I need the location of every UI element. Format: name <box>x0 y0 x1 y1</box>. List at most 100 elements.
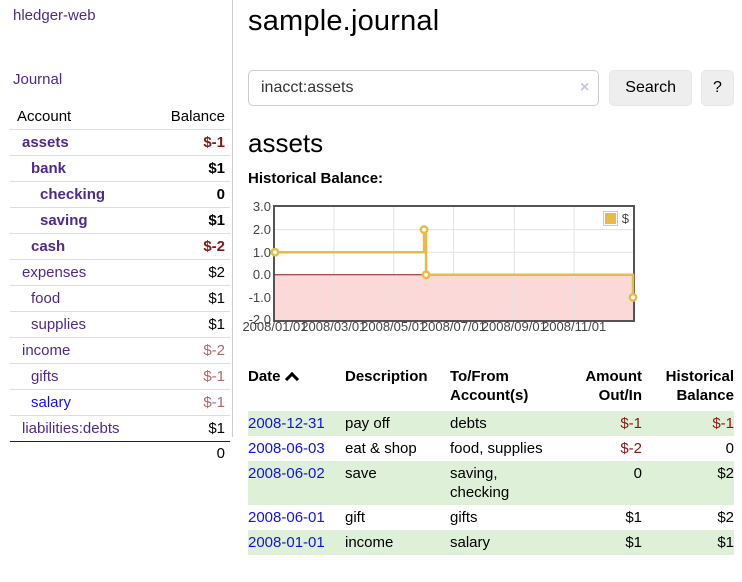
account-row: checking 0 <box>10 181 230 208</box>
register-amount: $1 <box>625 509 642 527</box>
account-row: assets $-1 <box>10 129 230 156</box>
account-link[interactable]: assets <box>22 134 69 151</box>
account-row: salary $-1 <box>10 389 230 416</box>
main-content: sample.journal × Search ? assets Histori… <box>242 0 734 556</box>
register-date-link[interactable]: 2008-06-02 <box>248 465 325 483</box>
description-column-header: Description <box>345 368 428 386</box>
x-axis-tick-label: 2008/05/01 <box>361 319 427 335</box>
register-description: pay off <box>345 411 450 437</box>
register-accounts: salary <box>450 530 569 556</box>
account-balance: $-1 <box>152 129 230 156</box>
help-button[interactable]: ? <box>701 69 734 106</box>
account-balance: $-2 <box>152 337 230 364</box>
account-balance: 0 <box>152 181 230 208</box>
account-link[interactable]: supplies <box>31 316 87 333</box>
search-button[interactable]: Search <box>609 69 692 106</box>
register-description: eat & shop <box>345 440 417 458</box>
chart-title: Historical Balance: <box>248 170 384 188</box>
register-balance: 0 <box>725 440 734 458</box>
x-axis-tick-label: 2008/11/01 <box>542 319 607 335</box>
account-balance: $-1 <box>152 389 230 416</box>
y-axis-tick-label: -1.0 <box>248 289 271 305</box>
account-row: expenses $2 <box>10 259 230 286</box>
y-axis-tick-label: 2.0 <box>252 222 271 238</box>
account-balance: $-1 <box>152 363 230 390</box>
legend-label: $ <box>621 211 629 227</box>
account-row: saving $1 <box>10 207 230 234</box>
account-row: gifts $-1 <box>10 363 230 390</box>
chart-legend: $ <box>601 210 630 228</box>
account-link[interactable]: checking <box>40 186 106 203</box>
accounts-total: 0 <box>152 441 230 466</box>
register-amount: $1 <box>569 530 642 556</box>
account-balance: $1 <box>152 207 230 234</box>
balance-column-header: Balance <box>170 108 225 125</box>
account-link[interactable]: expenses <box>22 264 87 281</box>
account-link[interactable]: food <box>31 290 61 307</box>
search-input[interactable] <box>248 69 600 106</box>
x-axis-tick-label: 2008/07/01 <box>420 319 487 335</box>
register-date-link[interactable]: 2008-06-03 <box>248 440 325 458</box>
register-accounts: food, supplies <box>450 440 543 458</box>
register-balance: $1 <box>642 530 734 556</box>
account-link[interactable]: income <box>22 342 71 359</box>
x-axis-tick-label: 2008/01/01 <box>242 319 308 335</box>
legend-swatch-icon <box>602 211 618 227</box>
account-link[interactable]: bank <box>31 160 67 177</box>
register-balance: $2 <box>642 461 734 506</box>
y-axis-tick-label: 1.0 <box>252 244 271 260</box>
account-balance: $1 <box>152 415 230 442</box>
register-description: save <box>345 461 450 506</box>
register-balance: $-1 <box>642 411 734 437</box>
sidebar-item-journal[interactable]: Journal <box>13 71 63 88</box>
clear-search-icon[interactable]: × <box>579 78 590 96</box>
account-heading: assets <box>248 127 324 158</box>
account-column-header: Account <box>17 108 72 125</box>
account-balance: $1 <box>152 155 230 182</box>
account-balance: $2 <box>152 259 230 286</box>
account-link[interactable]: salary <box>31 394 72 411</box>
accounts-total-row: 0 <box>10 441 230 466</box>
accounts-header-row: Account Balance <box>10 105 230 130</box>
chart-canvas <box>270 207 638 321</box>
y-axis-tick-label: -2.0 <box>248 312 271 328</box>
account-row: bank $1 <box>10 155 230 182</box>
accounts-column-header: To/From Account(s) <box>450 368 529 405</box>
y-axis-tick-label: 3.0 <box>252 199 271 215</box>
app-brand-link[interactable]: hledger-web <box>13 7 96 24</box>
chart-plot-area: $ <box>270 205 638 323</box>
historical-balance-chart: $ 3.0 2.0 1.0 0.0 -1.0 -2.0 2008/01/01 2008/03/… <box>242 199 734 345</box>
y-axis-tick-label: 0.0 <box>252 267 271 283</box>
account-link[interactable]: cash <box>31 238 66 255</box>
account-row: supplies $1 <box>10 311 230 338</box>
register-table: Date Description To/From Account(s) Amou… <box>248 367 734 556</box>
date-column-header[interactable]: Date <box>248 367 345 411</box>
search-bar: × Search ? <box>248 69 734 106</box>
account-balance: $1 <box>152 311 230 338</box>
sort-ascending-icon <box>284 372 299 387</box>
register-date-link[interactable]: 2008-12-31 <box>248 415 325 433</box>
register-amount: $-1 <box>569 411 642 437</box>
register-date-link[interactable]: 2008-01-01 <box>248 534 325 552</box>
register-accounts: gifts <box>450 509 478 527</box>
account-row: food $1 <box>10 285 230 312</box>
page-title: sample.journal <box>248 5 440 37</box>
account-link[interactable]: saving <box>40 212 88 229</box>
accounts-balance-table: Account Balance assets $-1 bank $1 check… <box>10 105 230 466</box>
account-link[interactable]: gifts <box>31 368 59 385</box>
account-row: cash $-2 <box>10 233 230 260</box>
account-link[interactable]: liabilities:debts <box>22 420 120 437</box>
x-axis-tick-label: 2008/09/01 <box>481 319 547 335</box>
account-balance: $1 <box>152 285 230 312</box>
x-axis-tick-label: 2008/03/01 <box>301 319 367 335</box>
register-amount: 0 <box>569 461 642 506</box>
account-row: liabilities:debts $1 <box>10 415 230 442</box>
balance-column-header-register: Historical Balance <box>665 368 734 405</box>
register-accounts: debts <box>450 411 569 437</box>
register-description: income <box>345 530 450 556</box>
register-header-row: Date Description To/From Account(s) Amou… <box>248 367 734 411</box>
amount-column-header: Amount Out/In <box>585 368 642 405</box>
register-row: 2008-12-31 pay off debts $-1 $-1 <box>248 411 734 437</box>
register-row: 2008-06-01 gift gifts $1 $2 <box>248 505 734 530</box>
register-date-link[interactable]: 2008-06-01 <box>248 509 325 527</box>
